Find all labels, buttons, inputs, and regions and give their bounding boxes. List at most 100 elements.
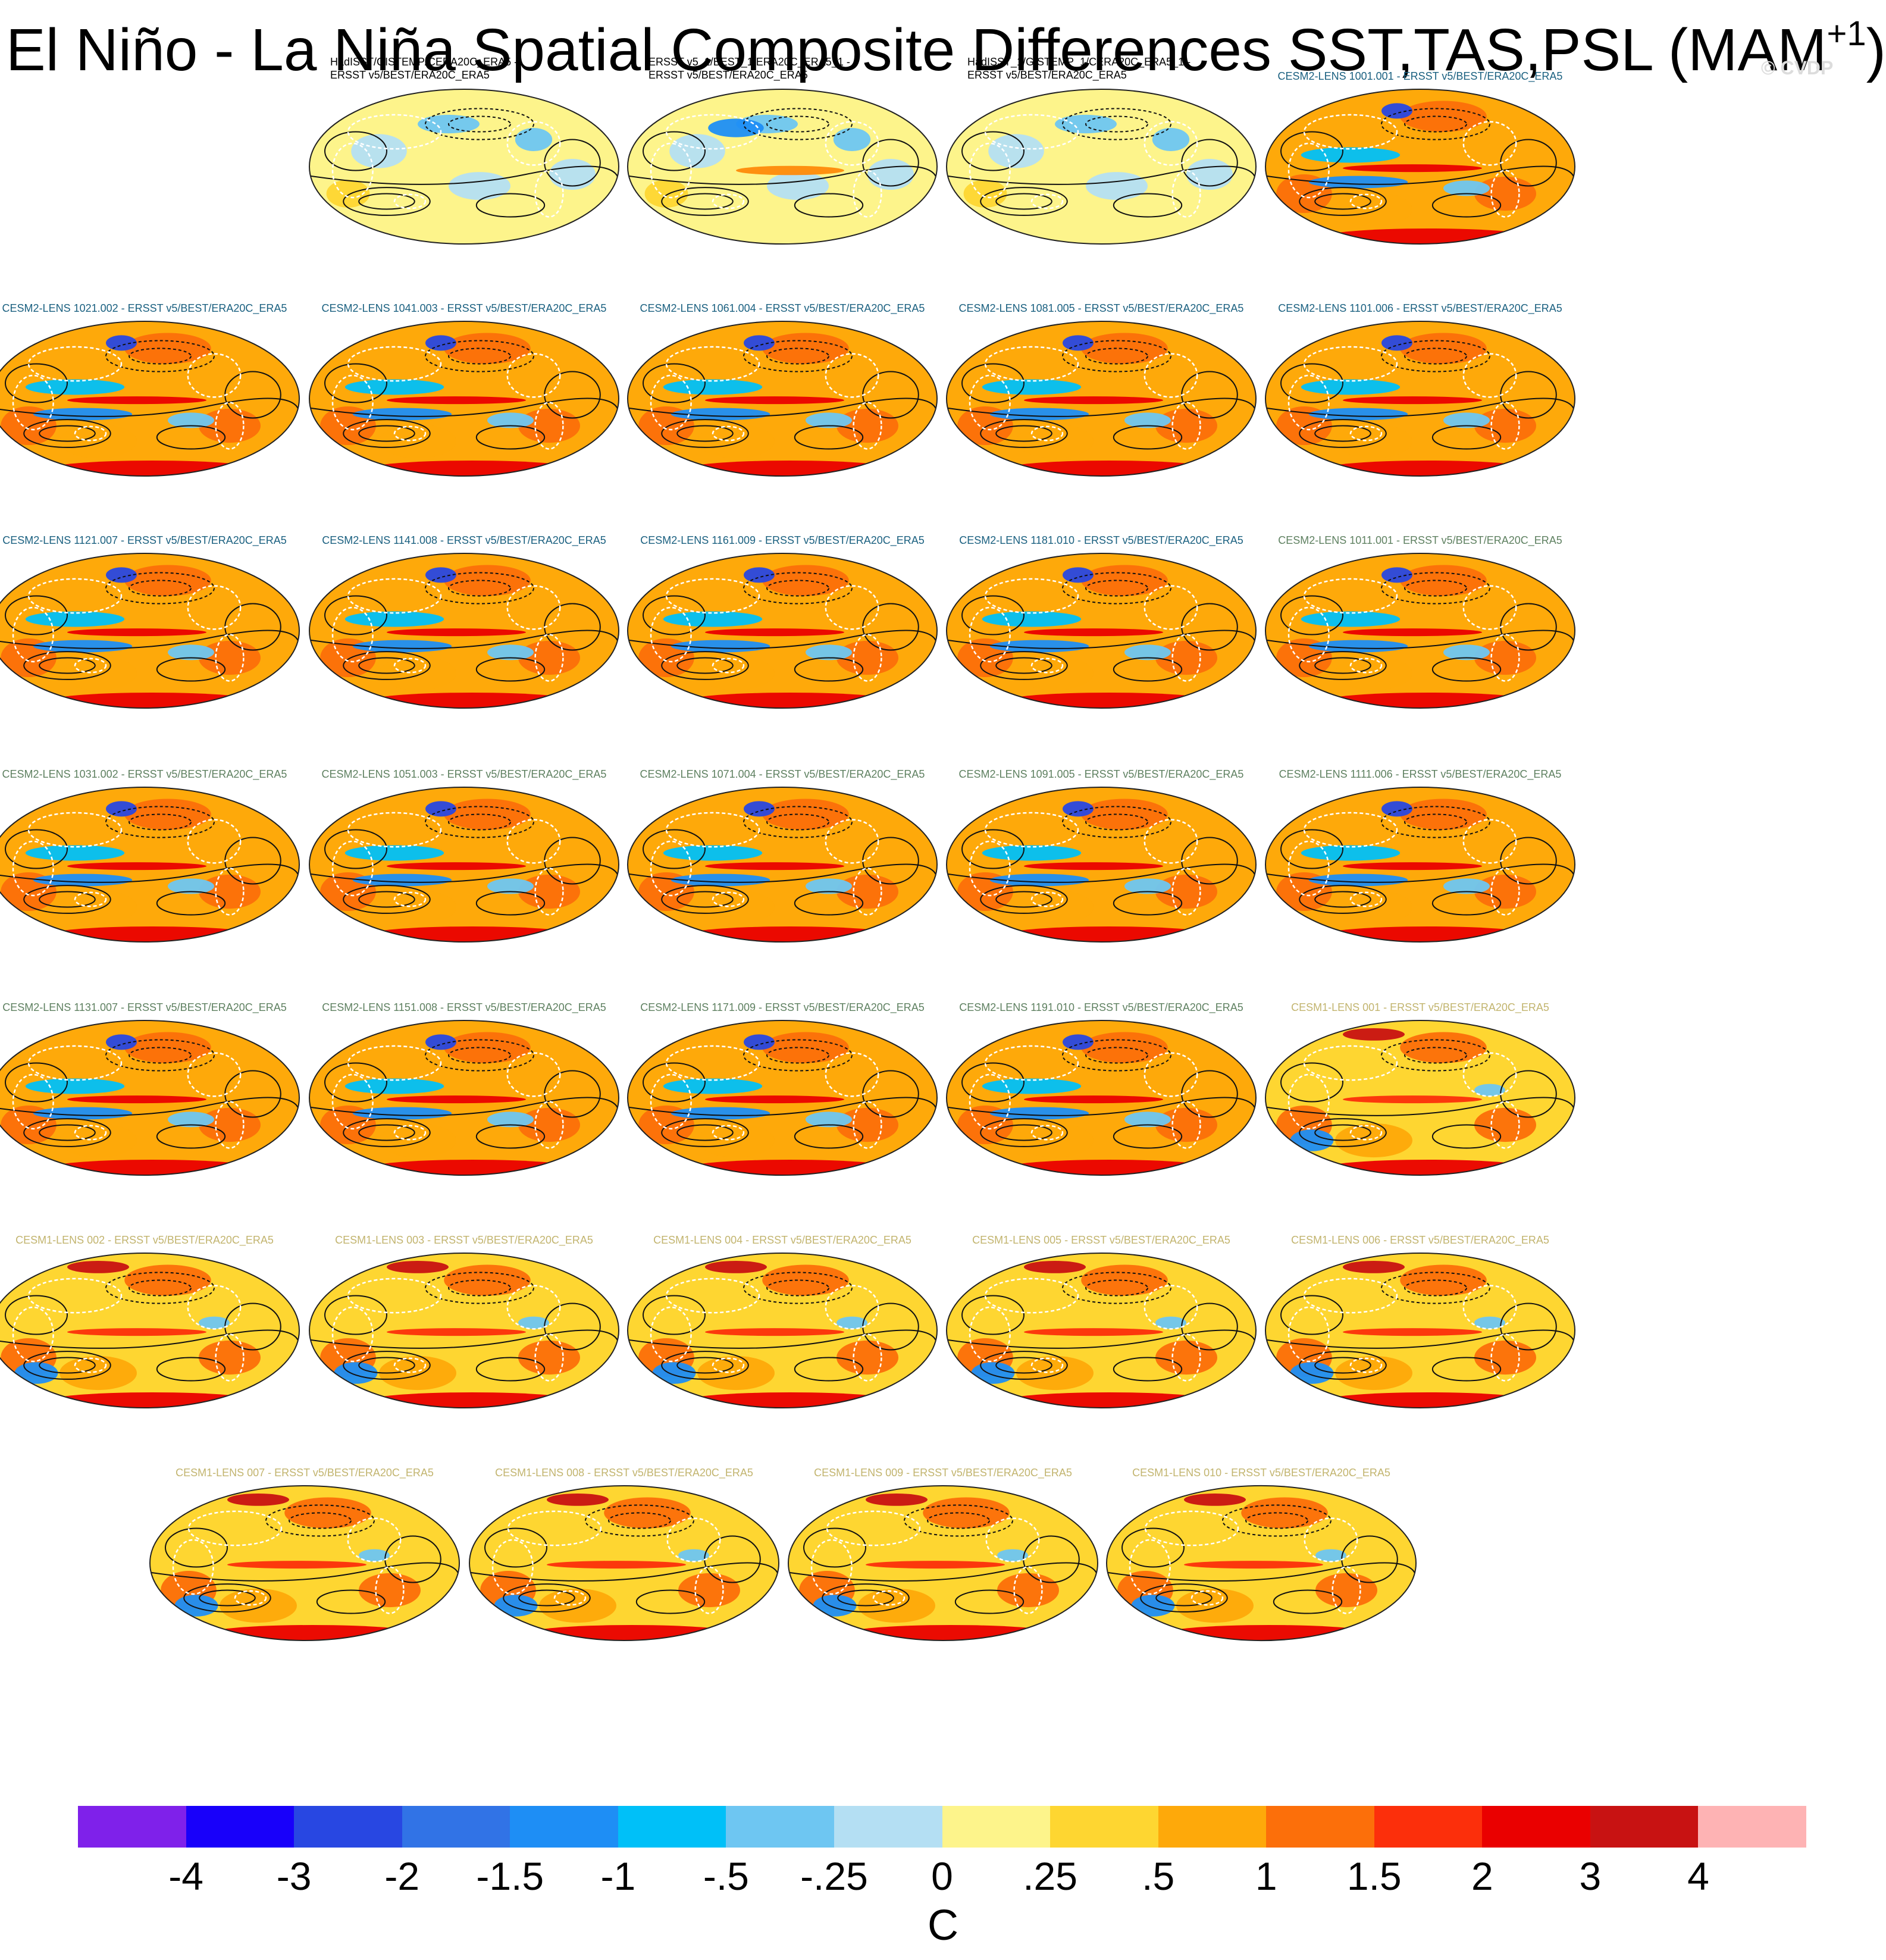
coastline	[215, 402, 245, 450]
psl-contour	[358, 193, 415, 210]
coastline	[187, 1285, 242, 1330]
map-outline	[626, 1253, 938, 1408]
coastline	[553, 1590, 587, 1606]
psl-contour	[837, 1589, 894, 1607]
anomaly-shading	[1155, 640, 1217, 675]
anomaly-shading	[1315, 1549, 1346, 1562]
map-field	[628, 89, 937, 244]
coastline	[1462, 585, 1517, 630]
psl-contour	[0, 630, 299, 649]
map-panel: CESM2-LENS 1151.008 - ERSST v5/BEST/ERA2…	[308, 1001, 620, 1176]
psl-contour	[1280, 131, 1343, 171]
map-field	[1265, 89, 1575, 244]
anomaly-shading	[1474, 640, 1536, 675]
psl-contour	[105, 1039, 215, 1072]
anomaly-shading	[494, 1595, 538, 1617]
anomaly-shading	[744, 801, 775, 817]
anomaly-shading	[1024, 628, 1163, 637]
anomaly-shading	[997, 1573, 1059, 1608]
anomaly-shading	[106, 335, 137, 351]
anomaly-shading	[387, 1095, 526, 1104]
map-outline	[945, 553, 1257, 709]
psl-contour	[1299, 419, 1387, 448]
coastline	[984, 346, 1079, 382]
map-field	[309, 1253, 619, 1408]
psl-contour	[1314, 1124, 1371, 1141]
coastline	[969, 840, 1011, 897]
psl-contour	[1113, 425, 1183, 450]
coastline	[1287, 142, 1330, 199]
psl-contour	[1140, 1583, 1228, 1613]
coastline	[1304, 1517, 1358, 1563]
anomaly-shading	[806, 644, 852, 660]
psl-contour	[324, 829, 387, 869]
coastline	[1490, 1101, 1520, 1149]
psl-contour	[23, 651, 111, 680]
map-outline	[626, 553, 938, 709]
psl-contour	[289, 1512, 352, 1529]
psl-contour	[1062, 340, 1171, 372]
coastline	[1287, 606, 1330, 663]
anomaly-shading	[344, 611, 444, 627]
panel-title: CESM2-LENS 1021.002 - ERSST v5/BEST/ERA2…	[2, 302, 287, 315]
psl-contour	[156, 657, 226, 682]
anomaly-shading	[1152, 128, 1190, 151]
psl-contour	[156, 1124, 226, 1149]
psl-contour	[1265, 1329, 1575, 1349]
anomaly-shading	[1443, 644, 1490, 660]
psl-contour	[39, 1357, 96, 1374]
psl-contour	[425, 1272, 534, 1304]
panel-title: CESM2-LENS 1001.001 - ERSST v5/BEST/ERA2…	[1278, 70, 1563, 83]
psl-contour	[954, 1589, 1025, 1614]
map-panel: CESM1-LENS 002 - ERSST v5/BEST/ERA20C_ER…	[0, 1234, 300, 1408]
anomaly-shading	[168, 412, 214, 428]
map-outline	[1105, 1485, 1417, 1641]
anomaly-shading	[1024, 1261, 1086, 1273]
psl-contour	[1404, 115, 1467, 133]
anomaly-shading	[199, 408, 261, 443]
anomaly-shading	[708, 118, 764, 137]
colorbar-swatch	[1374, 1806, 1483, 1848]
psl-contour	[425, 806, 534, 838]
map-field	[1265, 787, 1575, 942]
coastline	[984, 1045, 1079, 1081]
panel-title: CESM1-LENS 010 - ERSST v5/BEST/ERA20C_ER…	[1132, 1467, 1390, 1479]
psl-contour	[947, 863, 1256, 883]
anomaly-shading	[352, 1107, 452, 1120]
psl-contour	[1155, 1589, 1213, 1607]
psl-contour	[324, 131, 387, 171]
anomaly-shading	[425, 801, 456, 817]
psl-contour	[165, 1527, 228, 1568]
anomaly-shading	[25, 1078, 125, 1094]
colorbar-swatch	[1698, 1806, 1806, 1848]
map-panel: CESM2-LENS 1171.009 - ERSST v5/BEST/ERA2…	[626, 1001, 938, 1176]
psl-contour	[1314, 891, 1371, 908]
coastline	[1287, 374, 1330, 431]
psl-contour	[635, 1589, 706, 1614]
coastline	[74, 657, 107, 674]
psl-contour	[1431, 193, 1502, 218]
anomaly-shading	[1343, 396, 1482, 405]
colorbar-tick-label: -.5	[703, 1854, 749, 1898]
psl-contour	[5, 595, 68, 635]
coastline	[187, 585, 242, 630]
anomaly-shading	[518, 874, 580, 909]
panel-title: CESM2-LENS 1101.006 - ERSST v5/BEST/ERA2…	[1278, 302, 1562, 315]
anomaly-shading	[866, 1561, 1005, 1569]
anomaly-shading	[1184, 1494, 1246, 1506]
anomaly-shading	[168, 1111, 214, 1128]
anomaly-shading	[1124, 1111, 1171, 1128]
psl-contour	[1404, 1047, 1467, 1064]
coastline	[650, 1073, 692, 1130]
coastline	[650, 606, 692, 663]
psl-contour	[766, 1279, 829, 1297]
map-field	[947, 1253, 1256, 1408]
anomaly-shading	[379, 656, 456, 691]
anomaly-shading	[14, 1362, 58, 1384]
panel-title: CESM2-LENS 1161.009 - ERSST v5/BEST/ERA2…	[640, 534, 925, 547]
anomaly-shading	[387, 628, 526, 637]
anomaly-shading	[697, 424, 775, 459]
psl-contour	[1314, 1357, 1371, 1374]
map-outline	[1264, 1253, 1576, 1408]
coastline	[331, 606, 374, 663]
